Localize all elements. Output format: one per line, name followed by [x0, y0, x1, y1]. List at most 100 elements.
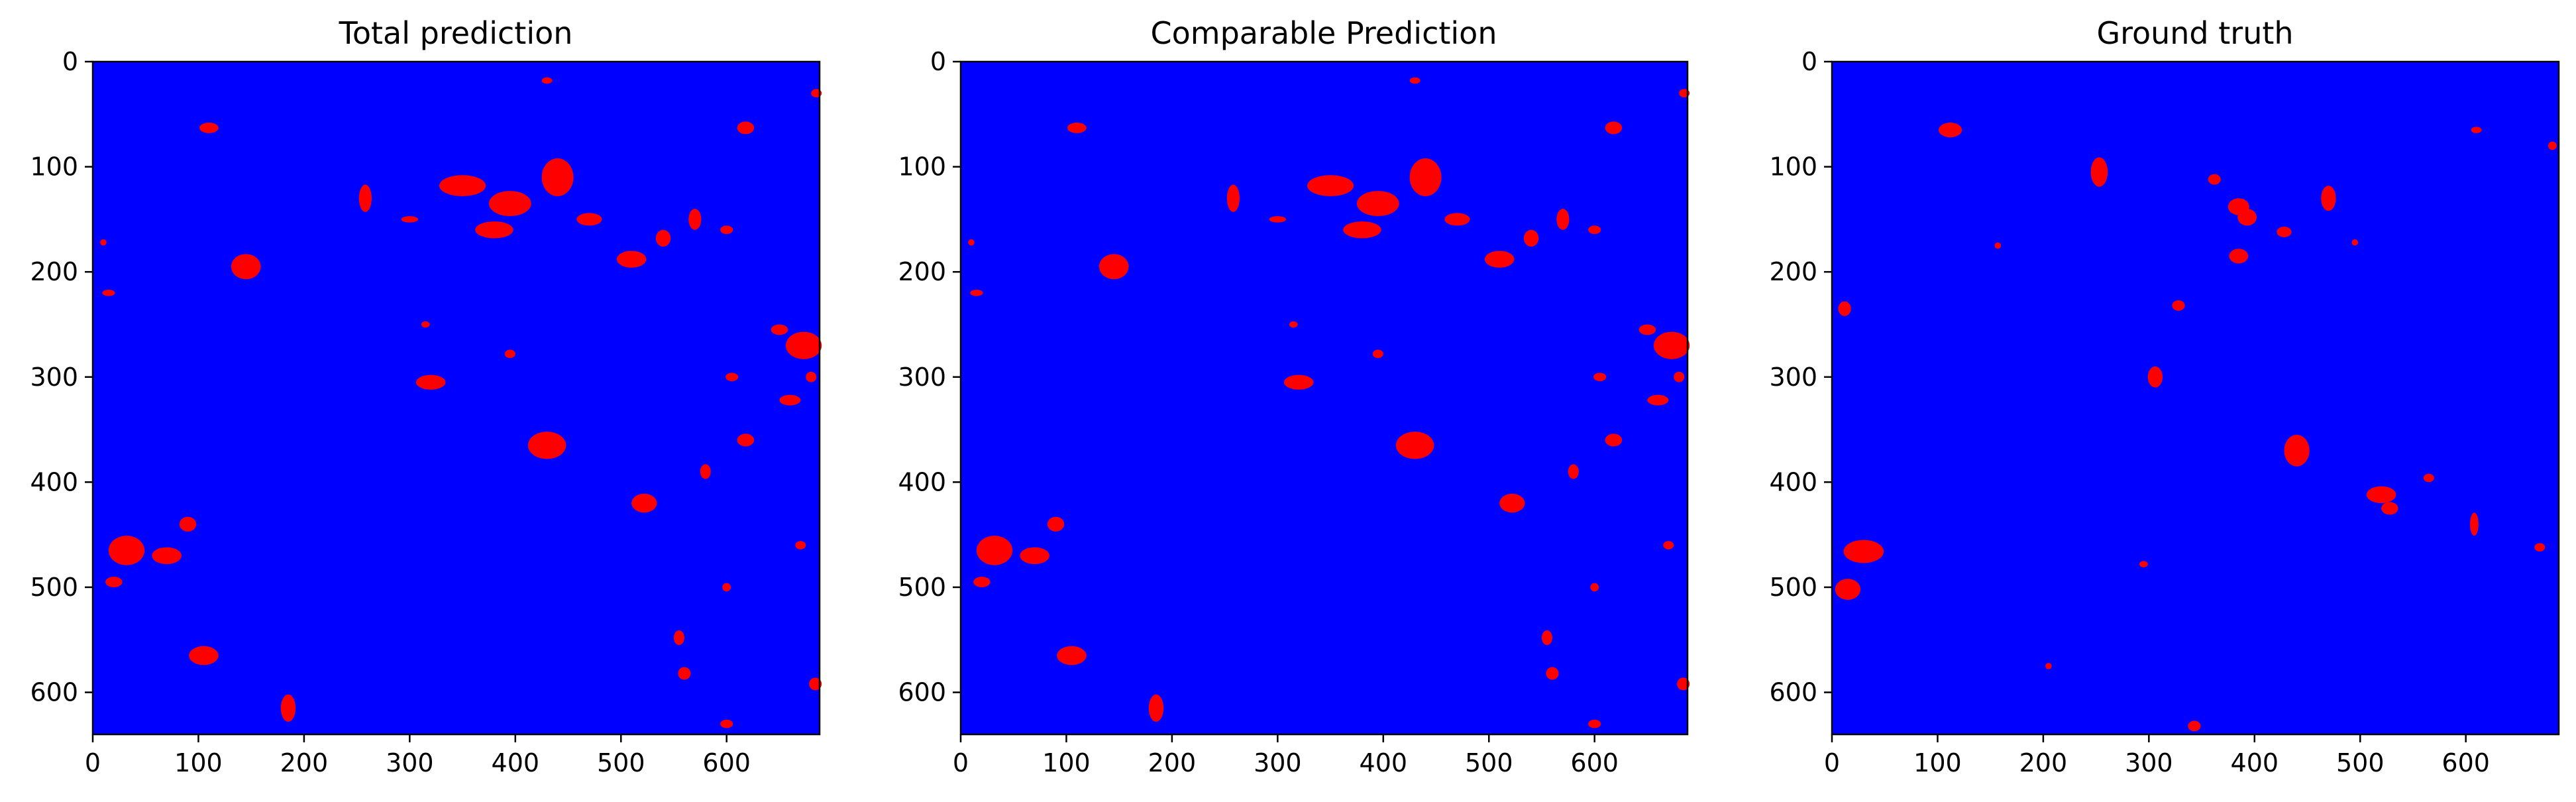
foreground-region: [1067, 122, 1087, 133]
foreground-region: [737, 433, 755, 447]
foreground-region: [673, 630, 684, 646]
axes-frame: [959, 60, 1689, 736]
y-tick-label: 200: [1769, 257, 1817, 286]
foreground-region: [2277, 226, 2292, 237]
panel-comparable-prediction: 0 100 200 300 400 500 600 0100200300400500600 …: [898, 15, 1690, 777]
foreground-region: [970, 290, 983, 296]
foreground-region: [720, 719, 733, 728]
foreground-region: [401, 216, 419, 223]
foreground-region: [2470, 512, 2479, 536]
foreground-region: [2366, 486, 2396, 504]
foreground-region: [1605, 433, 1623, 447]
foreground-region: [2471, 127, 2482, 133]
foreground-region: [1099, 254, 1129, 280]
foreground-region: [1588, 225, 1601, 235]
foreground-region: [475, 221, 513, 239]
y-tick-label: 500: [30, 573, 78, 602]
foreground-region: [968, 239, 975, 246]
foreground-region: [655, 229, 671, 247]
foreground-region: [1057, 646, 1087, 665]
foreground-region: [541, 158, 574, 196]
x-tick-label: 300: [2125, 748, 2173, 777]
foreground-region: [2045, 663, 2052, 669]
y-tick-label: 200: [30, 257, 78, 286]
foreground-region: [189, 646, 219, 665]
foreground-region: [616, 251, 647, 268]
foreground-region: [1409, 77, 1421, 84]
foreground-region: [795, 541, 806, 549]
y-axis: 0 100 200 300 400 500 600: [30, 47, 93, 707]
foreground-region: [1541, 630, 1552, 646]
axes-frame: [1831, 60, 2560, 736]
foreground-region: [1546, 667, 1559, 680]
foreground-region: [1677, 677, 1690, 691]
y-axis: 0 100 200 300 400 500 600: [1769, 47, 1832, 707]
panel-title: Total prediction: [339, 15, 573, 51]
foreground-region: [439, 175, 486, 196]
foreground-region: [688, 209, 702, 230]
foreground-region: [771, 324, 788, 335]
foreground-region: [2423, 473, 2434, 483]
foreground-region: [2090, 157, 2108, 187]
foreground-region: [1593, 372, 1607, 382]
panel-total-prediction: 0 100 200 300 400 500 600 0100200300400500600 …: [30, 15, 822, 777]
foreground-region: [720, 225, 733, 235]
foreground-region: [504, 349, 515, 359]
y-tick-label: 400: [30, 467, 78, 496]
foreground-region: [1647, 394, 1669, 406]
foreground-region: [1605, 121, 1623, 135]
foreground-region: [1484, 251, 1515, 268]
foreground-region: [1674, 371, 1685, 382]
heatmap-blobs: [968, 77, 1690, 728]
heatmap-background: [961, 62, 1688, 734]
foreground-region: [973, 577, 991, 587]
y-tick-label: 300: [1769, 363, 1817, 392]
x-tick-label: 400: [2231, 748, 2279, 777]
y-tick-label: 300: [30, 363, 78, 392]
x-tick-label: 0: [1824, 748, 1840, 777]
foreground-region: [2321, 186, 2336, 211]
heatmap-background: [93, 62, 820, 734]
foreground-region: [1307, 175, 1354, 196]
foreground-region: [1653, 331, 1690, 359]
y-tick-label: 500: [898, 573, 946, 602]
foreground-region: [152, 547, 182, 565]
foreground-region: [2381, 502, 2398, 515]
foreground-region: [421, 321, 430, 328]
foreground-region: [1843, 540, 1884, 563]
foreground-region: [737, 121, 755, 135]
foreground-region: [2229, 249, 2249, 264]
x-tick-label: 600: [1570, 748, 1619, 777]
foreground-region: [700, 464, 711, 479]
foreground-region: [527, 431, 566, 459]
y-tick-label: 0: [930, 47, 946, 76]
y-tick-label: 100: [898, 152, 946, 182]
foreground-region: [2188, 720, 2201, 732]
foreground-region: [2351, 239, 2359, 246]
foreground-region: [806, 371, 817, 382]
foreground-region: [541, 77, 553, 84]
x-tick-label: 100: [174, 748, 223, 777]
foreground-region: [1148, 694, 1164, 722]
foreground-region: [1395, 431, 1434, 459]
x-tick-label: 300: [1254, 748, 1302, 777]
heatmap-background: [1832, 62, 2559, 734]
foreground-region: [2534, 543, 2546, 552]
foreground-region: [1835, 579, 1861, 600]
x-tick-label: 200: [280, 748, 329, 777]
foreground-region: [1269, 216, 1287, 223]
foreground-region: [1590, 583, 1599, 592]
y-axis: 0 100 200 300 400 500 600: [898, 47, 961, 707]
foreground-region: [1283, 374, 1314, 390]
x-tick-label: 400: [1360, 748, 1408, 777]
foreground-region: [2172, 300, 2185, 311]
panel-ground-truth: 0 100 200 300 400 500 600 0100200300400500600 …: [1769, 15, 2560, 777]
x-tick-label: 0: [85, 748, 101, 777]
foreground-region: [1994, 242, 2002, 249]
foreground-region: [1638, 324, 1656, 335]
x-tick-label: 200: [1148, 748, 1197, 777]
foreground-region: [1568, 464, 1579, 479]
foreground-region: [2548, 141, 2557, 150]
foreground-region: [280, 694, 296, 722]
x-axis: 0 100 200 300 400 500 600: [953, 734, 1619, 777]
